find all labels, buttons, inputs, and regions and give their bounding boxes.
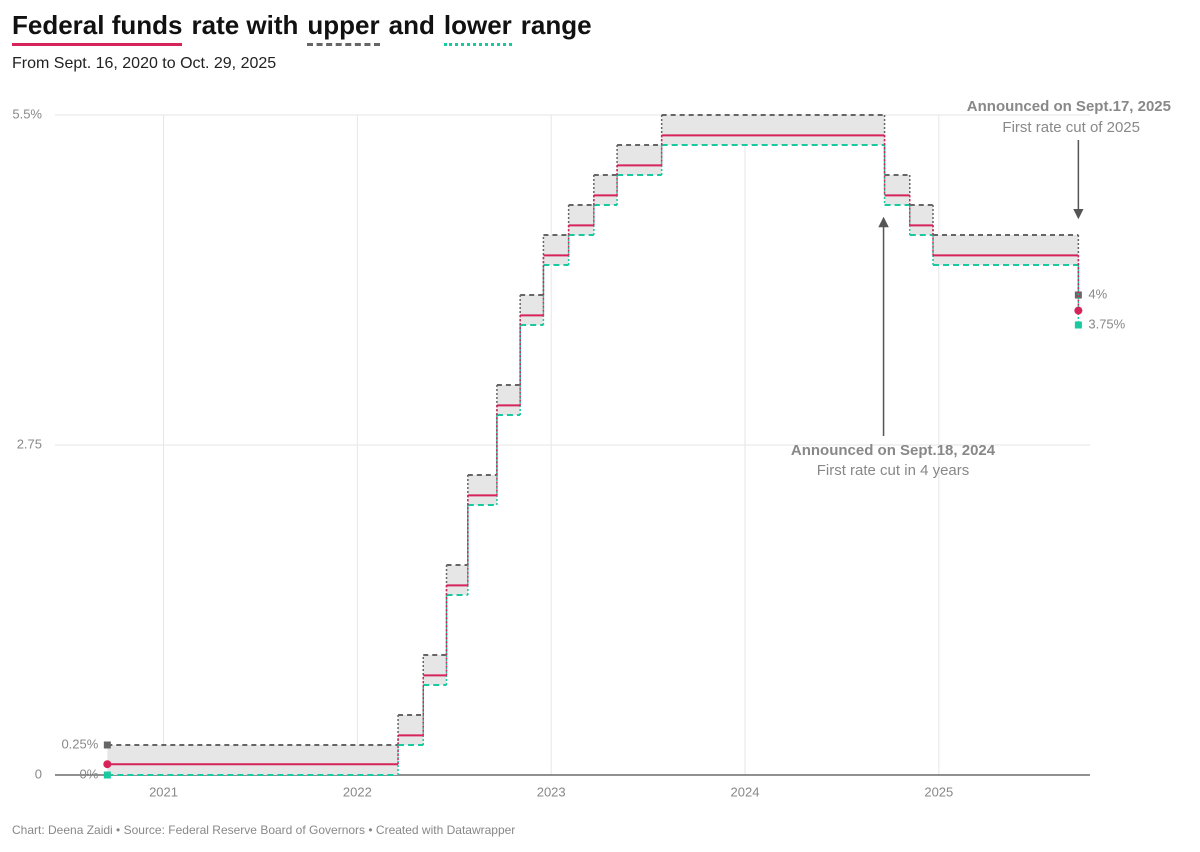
x-tick-label: 2024	[731, 784, 760, 799]
title-word: range	[520, 10, 592, 40]
x-tick-label: 2022	[343, 784, 372, 799]
y-tick-label: 2.75	[17, 436, 42, 451]
annotation-title: Announced on Sept.18, 2024	[791, 442, 996, 459]
range-band	[661, 115, 885, 145]
y-tick-label: 5.5%	[12, 106, 42, 121]
subtitle: From Sept. 16, 2020 to Oct. 29, 2025	[12, 55, 277, 72]
range-band	[520, 295, 544, 325]
range-band	[593, 175, 618, 205]
value-label: 4%	[1088, 286, 1107, 301]
annotation-text: First rate cut in 4 years	[817, 462, 970, 479]
end-square	[103, 771, 111, 779]
end-dot	[103, 760, 112, 769]
y-tick-label: 0	[35, 766, 42, 781]
x-tick-label: 2023	[537, 784, 566, 799]
annotation-text: First rate cut of 2025	[1002, 119, 1140, 136]
range-band	[423, 655, 447, 685]
range-band	[107, 745, 399, 775]
value-label: 3.75%	[1088, 316, 1125, 331]
end-square	[1074, 321, 1082, 329]
range-band	[617, 145, 662, 175]
range-band	[909, 205, 934, 235]
range-band	[568, 205, 594, 235]
chart-title: Federal funds rate with upper and lower …	[12, 10, 592, 46]
range-band	[933, 235, 1079, 265]
value-label: 0.25%	[61, 736, 98, 751]
footer: Chart: Deena Zaidi • Source: Federal Res…	[12, 823, 516, 837]
x-tick-label: 2025	[924, 784, 953, 799]
range-band	[543, 235, 569, 265]
title-key: lower	[443, 10, 512, 46]
value-label: 0%	[80, 766, 99, 781]
end-dot	[1074, 306, 1083, 315]
end-square	[103, 741, 111, 749]
title-key: upper	[307, 10, 380, 46]
range-band	[467, 475, 497, 505]
title-word: and	[388, 10, 435, 40]
range-band	[446, 565, 468, 595]
range-band	[398, 715, 424, 745]
title-word: rate with	[191, 10, 299, 40]
range-band	[884, 175, 910, 205]
title-key: Federal funds	[12, 10, 183, 46]
annotation-title: Announced on Sept.17, 2025	[967, 98, 1171, 115]
range-band	[496, 385, 521, 415]
x-tick-label: 2021	[149, 784, 178, 799]
